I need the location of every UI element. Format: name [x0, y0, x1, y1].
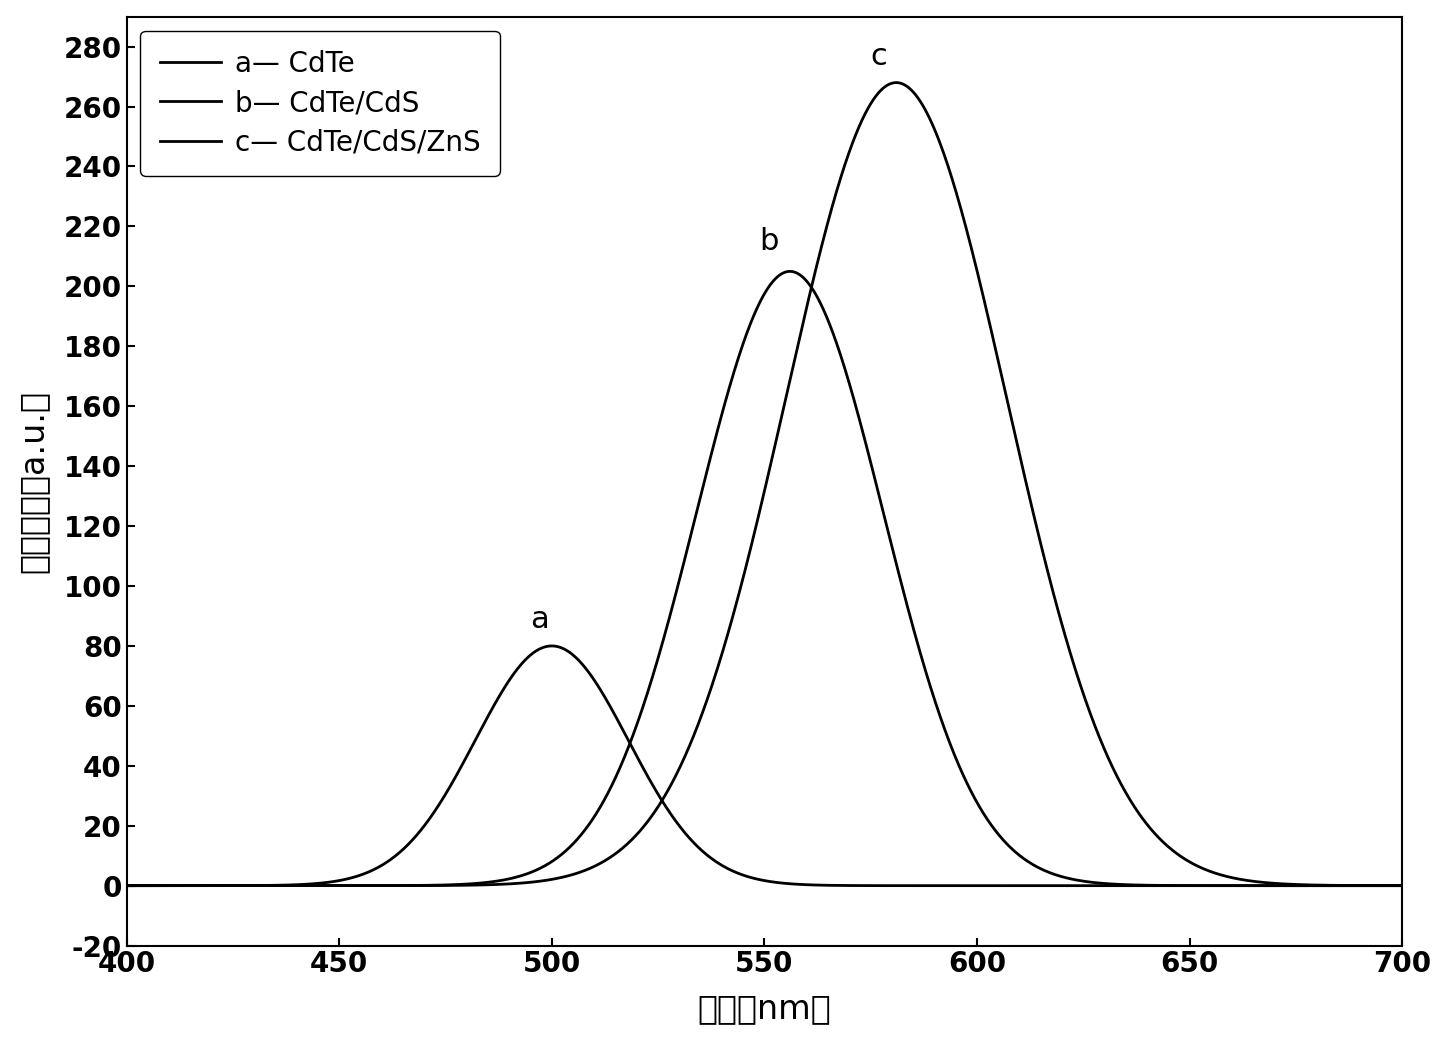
Text: a: a	[530, 605, 549, 634]
Text: b: b	[759, 227, 779, 256]
Y-axis label: 荧光强度（a.u.）: 荧光强度（a.u.）	[17, 390, 49, 573]
Legend: a— CdTe, b— CdTe/CdS, c— CdTe/CdS/ZnS: a— CdTe, b— CdTe/CdS, c— CdTe/CdS/ZnS	[140, 30, 500, 176]
Text: c: c	[870, 42, 888, 71]
X-axis label: 波长（nm）: 波长（nm）	[698, 992, 831, 1025]
